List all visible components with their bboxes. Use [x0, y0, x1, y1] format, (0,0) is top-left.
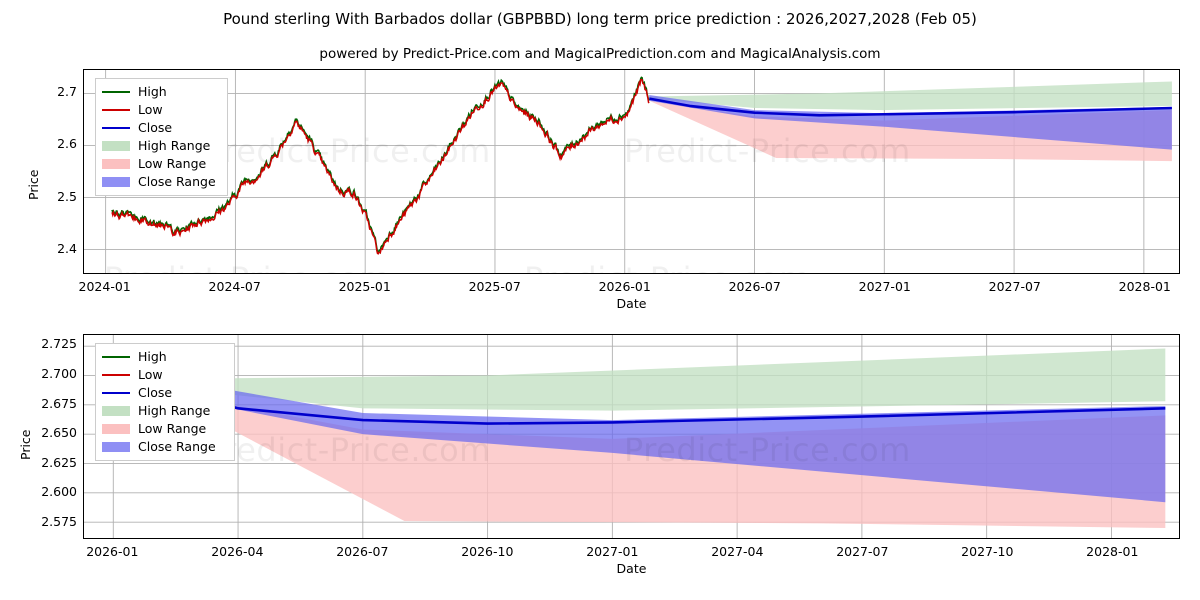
- bottom-plot-area[interactable]: Predict-Price.com Predict-Price.com: [83, 334, 1180, 539]
- legend-close-range-swatch: [101, 440, 131, 454]
- legend-high-swatch: [101, 350, 131, 364]
- top-xtick-3: 2025-07: [468, 279, 521, 294]
- legend-close-swatch: [101, 386, 131, 400]
- bottom-xtick-0: 2026-01: [86, 544, 139, 559]
- top-ytick-3: 2.7: [57, 83, 77, 99]
- bottom-xtick-8: 2028-01: [1086, 544, 1139, 559]
- top-ytick-0: 2.4: [57, 241, 77, 257]
- top-x-axis-label: Date: [616, 296, 647, 311]
- legend-low-range-label: Low Range: [138, 156, 207, 171]
- top-chart-svg: [84, 70, 1179, 273]
- top-xtick-6: 2027-01: [858, 279, 911, 294]
- bottom-xtick-1: 2026-04: [211, 544, 264, 559]
- legend-high-swatch: [101, 85, 131, 99]
- top-xtick-0: 2024-01: [78, 279, 131, 294]
- legend-high-range-swatch: [101, 404, 131, 418]
- legend-low-label: Low: [138, 367, 163, 382]
- top-xtick-1: 2024-07: [208, 279, 261, 294]
- top-xtick-8: 2028-01: [1118, 279, 1171, 294]
- bottom-xtick-4: 2027-01: [586, 544, 639, 559]
- legend-low-swatch: [101, 103, 131, 117]
- bottom-legend-high: High: [101, 348, 228, 366]
- legend-low-range-swatch: [101, 422, 131, 436]
- legend-low-swatch: [101, 368, 131, 382]
- bottom-x-axis-label: Date: [616, 561, 647, 576]
- top-legend: High Low Close High Range Low Range Close Ran…: [95, 78, 228, 196]
- bottom-ytick-2: 2.625: [41, 454, 77, 470]
- top-legend-high-range: High Range: [101, 137, 221, 155]
- bottom-legend: High Low Close High Range Low Range Close Ran…: [95, 343, 235, 461]
- bottom-xtick-2: 2026-07: [336, 544, 389, 559]
- bottom-chart-svg: [84, 335, 1179, 538]
- top-xtick-2: 2025-01: [338, 279, 391, 294]
- top-legend-low-range: Low Range: [101, 155, 221, 173]
- bottom-xtick-3: 2026-10: [461, 544, 514, 559]
- bottom-ytick-4: 2.675: [41, 395, 77, 411]
- top-plot-area[interactable]: Predict-Price.com Predict-Price.com Pred…: [83, 69, 1180, 274]
- legend-low-range-swatch: [101, 157, 131, 171]
- bottom-legend-close: Close: [101, 384, 228, 402]
- legend-high-range-swatch: [101, 139, 131, 153]
- bottom-xtick-7: 2027-10: [961, 544, 1014, 559]
- legend-close-range-label: Close Range: [138, 174, 216, 189]
- top-legend-high: High: [101, 83, 221, 101]
- top-ytick-2: 2.6: [57, 136, 77, 152]
- top-xtick-5: 2026-07: [728, 279, 781, 294]
- legend-low-range-label: Low Range: [138, 421, 207, 436]
- top-xtick-7: 2027-07: [988, 279, 1041, 294]
- top-legend-close-range: Close Range: [101, 173, 221, 191]
- legend-low-label: Low: [138, 102, 163, 117]
- bottom-ytick-0: 2.575: [41, 514, 77, 529]
- bottom-legend-close-range: Close Range: [101, 438, 228, 456]
- legend-close-range-swatch: [101, 175, 131, 189]
- bottom-legend-high-range: High Range: [101, 402, 228, 420]
- legend-close-swatch: [101, 121, 131, 135]
- top-legend-close: Close: [101, 119, 221, 137]
- top-ytick-1: 2.5: [57, 188, 77, 204]
- bottom-legend-low-range: Low Range: [101, 420, 228, 438]
- top-xtick-4: 2026-01: [598, 279, 651, 294]
- bottom-ytick-6: 2.725: [41, 336, 77, 352]
- bottom-ytick-3: 2.650: [41, 425, 77, 441]
- legend-high-range-label: High Range: [138, 403, 211, 418]
- legend-high-label: High: [138, 84, 167, 99]
- bottom-xtick-6: 2027-07: [836, 544, 889, 559]
- bottom-ytick-5: 2.700: [41, 365, 77, 381]
- top-legend-low: Low: [101, 101, 221, 119]
- legend-close-label: Close: [138, 120, 173, 135]
- page-title: Pound sterling With Barbados dollar (GBP…: [223, 10, 977, 28]
- legend-close-label: Close: [138, 385, 173, 400]
- bottom-ytick-1: 2.600: [41, 484, 77, 500]
- page-subtitle: powered by Predict-Price.com and Magical…: [319, 46, 881, 62]
- legend-high-range-label: High Range: [138, 138, 211, 153]
- bottom-xtick-5: 2027-04: [711, 544, 764, 559]
- bottom-legend-low: Low: [101, 366, 228, 384]
- legend-close-range-label: Close Range: [138, 439, 216, 454]
- legend-high-label: High: [138, 349, 167, 364]
